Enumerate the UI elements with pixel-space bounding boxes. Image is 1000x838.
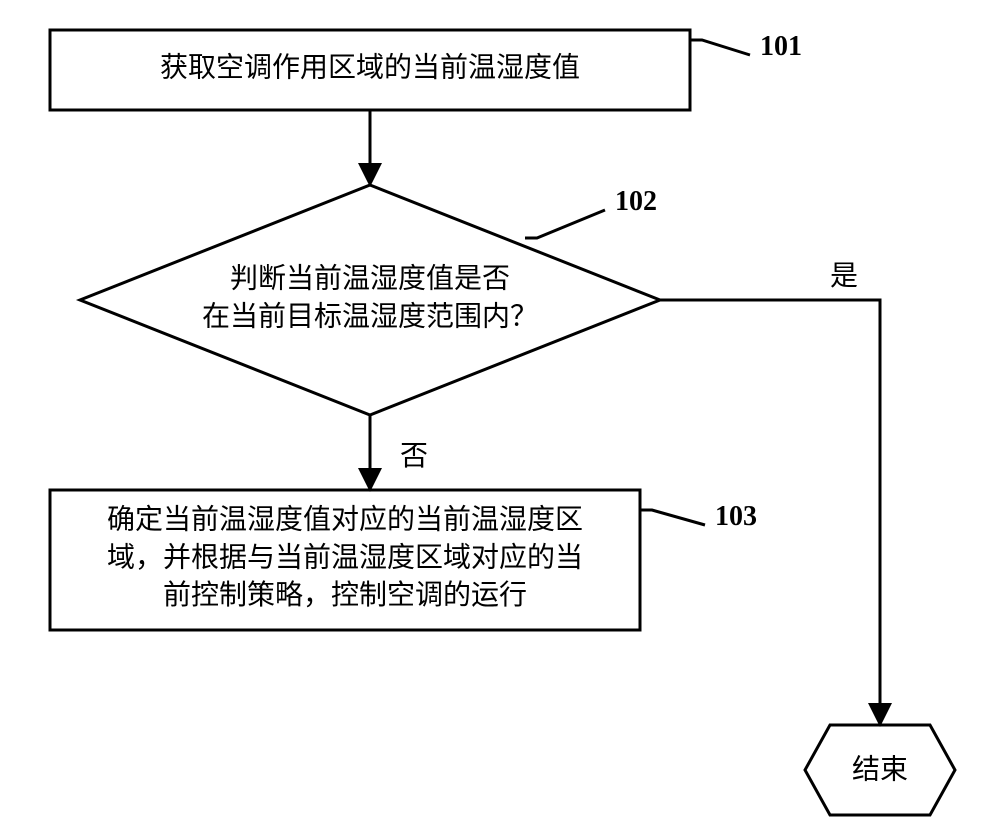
svg-text:域，并根据与当前温湿度区域对应的当: 域，并根据与当前温湿度区域对应的当: [107, 541, 583, 573]
node-end: 结束: [805, 725, 955, 815]
node-n102: 判断当前温湿度值是否在当前目标温湿度范围内？: [80, 185, 660, 415]
edge-e3_yes: [660, 300, 880, 725]
svg-text:结束: 结束: [852, 753, 908, 785]
edge-label-e3_yes: 是: [830, 261, 858, 292]
node-n101: 获取空调作用区域的当前温湿度值: [50, 30, 690, 110]
svg-text:获取空调作用区域的当前温湿度值: 获取空调作用区域的当前温湿度值: [160, 51, 580, 83]
svg-text:103: 103: [715, 501, 757, 532]
svg-text:判断当前温湿度值是否: 判断当前温湿度值是否: [230, 263, 510, 295]
svg-text:在当前目标温湿度范围内？: 在当前目标温湿度范围内？: [202, 300, 538, 332]
svg-text:确定当前温湿度值对应的当前温湿度区: 确定当前温湿度值对应的当前温湿度区: [107, 504, 583, 536]
svg-text:101: 101: [760, 31, 802, 62]
node-n103: 确定当前温湿度值对应的当前温湿度区域，并根据与当前温湿度区域对应的当前控制策略，…: [50, 490, 640, 630]
edge-label-e2_no: 否: [400, 441, 428, 472]
svg-text:102: 102: [615, 186, 657, 217]
svg-text:前控制策略，控制空调的运行: 前控制策略，控制空调的运行: [163, 579, 527, 611]
